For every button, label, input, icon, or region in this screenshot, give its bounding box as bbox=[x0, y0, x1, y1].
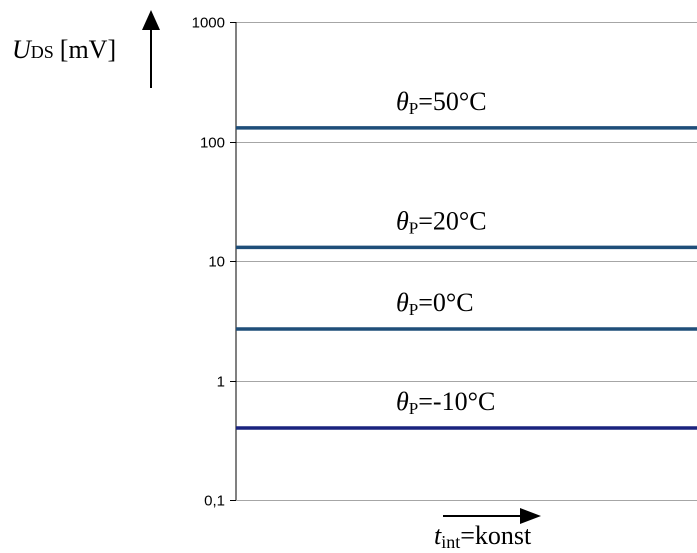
svg-text:tint=konst: tint=konst bbox=[434, 521, 532, 552]
series-label: θP=50°C bbox=[396, 87, 487, 118]
svg-text:UDS[mV]: UDS [mV] bbox=[12, 35, 116, 64]
series-label: θP=-10°C bbox=[396, 387, 495, 418]
x-axis-label: tint=konst bbox=[434, 521, 532, 552]
x-axis-arrow bbox=[443, 508, 541, 524]
series-label-text: =50°C bbox=[418, 87, 486, 116]
series-label-subscript: P bbox=[409, 99, 418, 118]
series-label-text: =-10°C bbox=[418, 387, 495, 416]
y-label-subscript: DS bbox=[31, 42, 54, 62]
y-tick-labels: 1000 100 10 1 0,1 bbox=[192, 15, 236, 510]
y-axis-arrow bbox=[142, 10, 160, 88]
series-label-subscript: P bbox=[409, 300, 418, 319]
series-lines: θP=50°CθP=20°CθP=0°CθP=-10°C bbox=[236, 87, 697, 430]
series-label-subscript: P bbox=[409, 218, 418, 237]
y-label-symbol: U bbox=[12, 35, 33, 64]
series-label-symbol: θ bbox=[396, 206, 409, 235]
y-axis-label: UDS [mV] bbox=[12, 35, 116, 64]
y-label-unit: [mV] bbox=[60, 35, 116, 64]
series-label-text: =20°C bbox=[418, 206, 486, 235]
series-label-symbol: θ bbox=[396, 288, 409, 317]
grid-lines bbox=[236, 22, 697, 501]
series-label-subscript: P bbox=[409, 399, 418, 418]
series-label-text: =0°C bbox=[418, 288, 473, 317]
y-tick-label: 1000 bbox=[192, 15, 225, 32]
x-label-subscript: int bbox=[441, 532, 460, 552]
y-tick-label: 100 bbox=[200, 135, 225, 152]
x-label-text: =konst bbox=[460, 521, 532, 550]
series-label: θP=20°C bbox=[396, 206, 487, 237]
series-label: θP=0°C bbox=[396, 288, 474, 319]
x-label-symbol: t bbox=[434, 521, 442, 550]
series-label-symbol: θ bbox=[396, 387, 409, 416]
y-tick-label: 0,1 bbox=[204, 493, 225, 510]
y-tick-label: 10 bbox=[208, 254, 225, 271]
series-label-symbol: θ bbox=[396, 87, 409, 116]
y-tick-label: 1 bbox=[217, 374, 225, 391]
